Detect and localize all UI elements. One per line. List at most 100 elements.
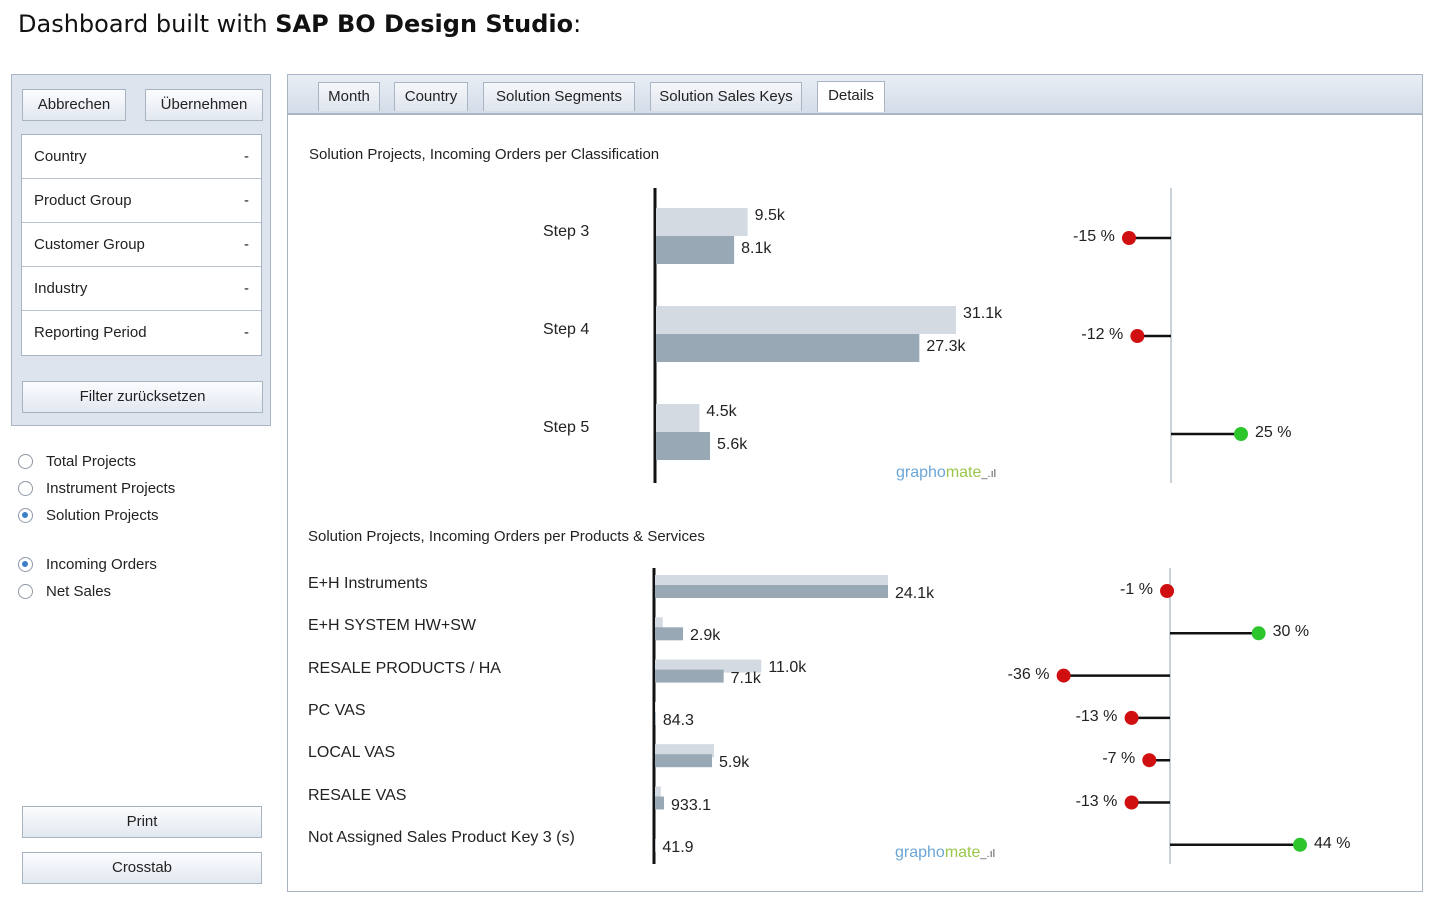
cancel-button[interactable]: Abbrechen xyxy=(22,89,126,121)
bar-previous xyxy=(656,306,956,334)
tab-country[interactable]: Country xyxy=(394,82,468,111)
category-label: Step 4 xyxy=(543,321,590,338)
filter-value: - xyxy=(244,192,249,209)
deviation-dot-negative xyxy=(1056,668,1071,683)
deviation-label: -12 % xyxy=(1081,326,1124,343)
data-label-previous: 11.0k xyxy=(768,658,807,676)
bar-previous xyxy=(655,617,663,631)
bar-current xyxy=(655,754,713,768)
radio-button[interactable] xyxy=(18,481,33,496)
radio-total-projects[interactable]: Total Projects xyxy=(18,448,175,475)
reset-filter-button[interactable]: Filter zurücksetzen xyxy=(22,381,263,413)
tab-solution-segments[interactable]: Solution Segments xyxy=(483,82,635,111)
filter-label: Customer Group xyxy=(34,236,145,253)
data-label-current: 27.3k xyxy=(926,338,966,355)
deviation-dot-positive xyxy=(1251,626,1266,641)
chart2-title: Solution Projects, Incoming Orders per P… xyxy=(308,528,705,545)
data-label-current: 933.1 xyxy=(671,796,712,814)
radio-label: Total Projects xyxy=(46,453,137,470)
deviation-dot-negative xyxy=(1124,795,1139,810)
page-title: Dashboard built with SAP BO Design Studi… xyxy=(18,10,582,38)
filter-value: - xyxy=(244,148,249,165)
bar-previous xyxy=(655,659,762,673)
deviation-dot-positive xyxy=(1293,837,1307,852)
filter-label: Country xyxy=(34,148,87,165)
bar-current xyxy=(655,585,888,598)
bar-current xyxy=(655,796,665,810)
data-label-previous: 4.5k xyxy=(706,403,737,420)
filter-reporting-period[interactable]: Reporting Period - xyxy=(22,311,261,355)
data-label-current: 5.9k xyxy=(719,754,750,772)
bar-previous xyxy=(656,208,748,236)
deviation-dot-negative xyxy=(1130,329,1145,343)
filter-label: Industry xyxy=(34,280,88,297)
radio-button[interactable] xyxy=(18,454,33,469)
bar-previous xyxy=(655,744,714,758)
bar-current xyxy=(656,432,711,460)
radio-button[interactable] xyxy=(18,508,33,523)
category-label: RESALE PRODUCTS / HA xyxy=(308,659,501,677)
data-label-previous: 9.5k xyxy=(754,207,785,224)
graphomate-logo: graphomate_.ıl xyxy=(895,844,996,861)
bar-current xyxy=(655,711,656,725)
deviation-label: 25 % xyxy=(1255,424,1292,441)
filter-country[interactable]: Country - xyxy=(22,135,261,179)
filter-value: - xyxy=(244,280,249,297)
radio-incoming-orders[interactable]: Incoming Orders xyxy=(18,551,157,578)
data-label-current: 7.1k xyxy=(730,669,761,687)
radio-button[interactable] xyxy=(18,557,33,572)
data-label-current: 8.1k xyxy=(741,240,772,257)
measure-radio-group: Incoming Orders Net Sales xyxy=(18,551,157,605)
data-label-current: 84.3 xyxy=(662,711,694,729)
category-label: RESALE VAS xyxy=(308,786,407,804)
category-label: E+H SYSTEM HW+SW xyxy=(308,617,477,635)
tab-month[interactable]: Month xyxy=(318,82,380,111)
bar-current xyxy=(656,334,920,362)
filter-panel: Abbrechen Übernehmen Country - Product Gr… xyxy=(11,74,271,426)
radio-label: Incoming Orders xyxy=(46,556,157,573)
radio-instrument-projects[interactable]: Instrument Projects xyxy=(18,475,175,502)
main-panel: Month Country Solution Segments Solution… xyxy=(287,74,1423,892)
deviation-dot-negative xyxy=(1124,710,1139,725)
data-label-current: 5.6k xyxy=(717,436,748,453)
deviation-dot-negative xyxy=(1142,753,1157,768)
apply-button[interactable]: Übernehmen xyxy=(145,89,263,121)
deviation-label: -1 % xyxy=(1120,581,1153,598)
crosstab-button[interactable]: Crosstab xyxy=(22,852,262,884)
bar-current xyxy=(655,669,724,683)
filter-value: - xyxy=(244,324,249,341)
bar-previous xyxy=(655,575,888,588)
deviation-label: -13 % xyxy=(1075,792,1118,810)
tab-solution-sales-keys[interactable]: Solution Sales Keys xyxy=(650,82,802,111)
print-button[interactable]: Print xyxy=(22,806,262,838)
data-label-current: 24.1k xyxy=(895,585,935,602)
bar-current xyxy=(656,236,735,264)
data-label-current: 2.9k xyxy=(690,627,721,645)
filter-product-group[interactable]: Product Group - xyxy=(22,179,261,223)
graphomate-logo: graphomate_.ıl xyxy=(896,464,997,481)
deviation-dot-positive xyxy=(1234,427,1248,441)
radio-net-sales[interactable]: Net Sales xyxy=(18,578,157,605)
radio-label: Net Sales xyxy=(46,583,112,600)
tab-bar: Month Country Solution Segments Solution… xyxy=(288,75,1422,115)
deviation-label: -15 % xyxy=(1073,228,1115,245)
tab-details[interactable]: Details xyxy=(817,81,885,112)
deviation-label: -13 % xyxy=(1075,707,1118,725)
filter-label: Reporting Period xyxy=(34,324,147,341)
filter-label: Product Group xyxy=(34,192,132,209)
radio-button[interactable] xyxy=(18,584,33,599)
filter-customer-group[interactable]: Customer Group - xyxy=(22,223,261,267)
deviation-label: 30 % xyxy=(1272,623,1310,641)
filter-value: - xyxy=(244,236,249,253)
radio-solution-projects[interactable]: Solution Projects xyxy=(18,502,175,529)
filter-industry[interactable]: Industry - xyxy=(22,267,261,311)
deviation-dot-negative xyxy=(1160,584,1175,598)
category-label: Step 3 xyxy=(543,223,590,240)
bar-previous xyxy=(655,786,661,800)
radio-label: Instrument Projects xyxy=(46,480,176,497)
data-label-current: 41.9 xyxy=(662,838,694,856)
chart1-title: Solution Projects, Incoming Orders per C… xyxy=(309,146,660,163)
bar-current xyxy=(655,627,684,641)
